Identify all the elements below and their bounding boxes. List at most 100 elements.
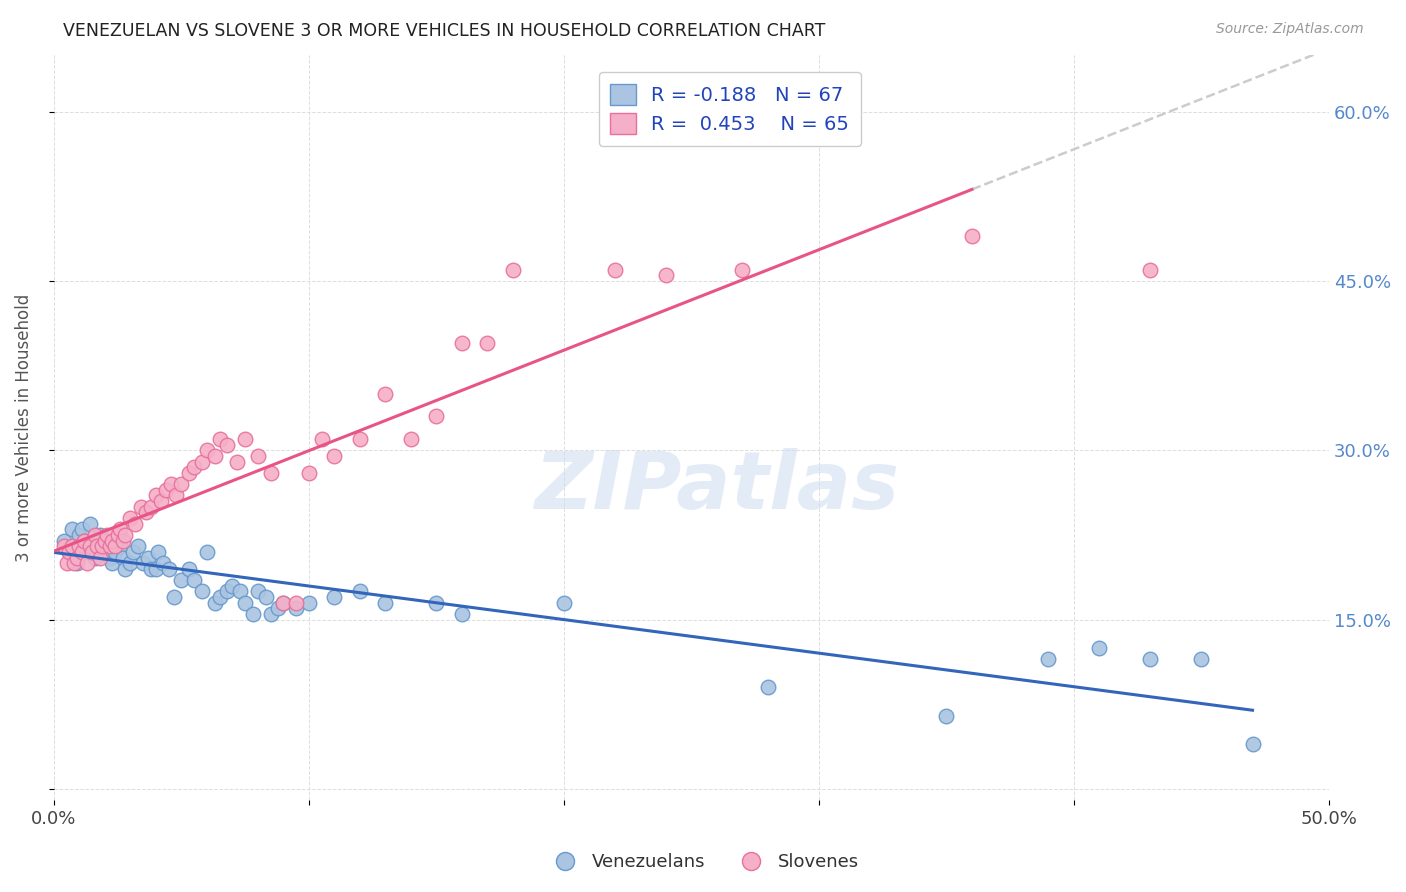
Point	[349, 584, 371, 599]
Point	[155, 483, 177, 497]
Point	[73, 533, 96, 548]
Point	[60, 522, 83, 536]
Point	[53, 539, 76, 553]
Point	[229, 584, 252, 599]
Point	[323, 449, 346, 463]
Point	[66, 556, 89, 570]
Point	[122, 545, 145, 559]
Point	[298, 466, 321, 480]
Point	[1038, 652, 1060, 666]
Point	[70, 545, 93, 559]
Point	[246, 449, 269, 463]
Point	[83, 528, 105, 542]
Point	[399, 432, 422, 446]
Point	[94, 533, 117, 548]
Point	[111, 533, 134, 548]
Point	[190, 454, 212, 468]
Point	[96, 528, 118, 542]
Point	[259, 607, 281, 621]
Point	[127, 539, 149, 553]
Point	[60, 539, 83, 553]
Point	[1139, 652, 1161, 666]
Point	[58, 545, 80, 559]
Point	[139, 500, 162, 514]
Point	[76, 556, 98, 570]
Point	[254, 590, 277, 604]
Point	[157, 562, 180, 576]
Point	[114, 562, 136, 576]
Point	[63, 539, 86, 553]
Point	[67, 528, 90, 542]
Point	[374, 596, 396, 610]
Point	[1088, 640, 1111, 655]
Point	[267, 601, 290, 615]
Point	[226, 454, 249, 468]
Point	[152, 556, 174, 570]
Point	[285, 601, 308, 615]
Point	[242, 607, 264, 621]
Point	[139, 562, 162, 576]
Point	[195, 443, 218, 458]
Point	[96, 533, 118, 548]
Point	[1139, 262, 1161, 277]
Point	[177, 562, 200, 576]
Point	[101, 556, 124, 570]
Point	[114, 528, 136, 542]
Point	[94, 539, 117, 553]
Point	[208, 432, 231, 446]
Point	[135, 505, 157, 519]
Point	[204, 596, 226, 610]
Point	[55, 556, 77, 570]
Point	[79, 539, 101, 553]
Point	[91, 539, 114, 553]
Point	[101, 533, 124, 548]
Point	[170, 477, 193, 491]
Point	[132, 556, 155, 570]
Point	[935, 708, 957, 723]
Point	[960, 228, 983, 243]
Point	[273, 596, 295, 610]
Point	[108, 539, 131, 553]
Point	[66, 550, 89, 565]
Point	[63, 556, 86, 570]
Point	[233, 596, 256, 610]
Point	[124, 516, 146, 531]
Point	[107, 533, 129, 548]
Point	[311, 432, 333, 446]
Point	[170, 573, 193, 587]
Point	[285, 596, 308, 610]
Point	[86, 539, 108, 553]
Text: ZIPatlas: ZIPatlas	[534, 449, 900, 526]
Point	[145, 562, 167, 576]
Point	[190, 584, 212, 599]
Text: Source: ZipAtlas.com: Source: ZipAtlas.com	[1216, 22, 1364, 37]
Point	[374, 386, 396, 401]
Point	[603, 262, 626, 277]
Point	[129, 500, 152, 514]
Point	[108, 522, 131, 536]
Point	[120, 511, 142, 525]
Point	[73, 533, 96, 548]
Point	[195, 545, 218, 559]
Point	[259, 466, 281, 480]
Point	[70, 522, 93, 536]
Point	[136, 550, 159, 565]
Point	[104, 545, 127, 559]
Point	[233, 432, 256, 446]
Point	[756, 681, 779, 695]
Point	[76, 545, 98, 559]
Point	[58, 545, 80, 559]
Point	[145, 488, 167, 502]
Point	[204, 449, 226, 463]
Point	[67, 539, 90, 553]
Point	[80, 545, 103, 559]
Legend: Venezuelans, Slovenes: Venezuelans, Slovenes	[540, 847, 866, 879]
Point	[451, 607, 474, 621]
Point	[183, 460, 205, 475]
Point	[111, 550, 134, 565]
Y-axis label: 3 or more Vehicles in Household: 3 or more Vehicles in Household	[15, 293, 32, 562]
Point	[217, 437, 239, 451]
Point	[834, 104, 856, 119]
Point	[273, 596, 295, 610]
Point	[79, 516, 101, 531]
